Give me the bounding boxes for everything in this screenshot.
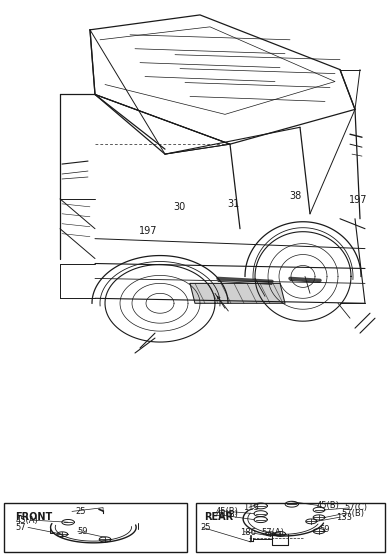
Text: 30: 30	[173, 202, 185, 213]
Text: 45(B): 45(B)	[216, 506, 239, 516]
Text: 45(B): 45(B)	[317, 501, 340, 510]
Text: 59: 59	[319, 525, 329, 534]
Text: 45(A): 45(A)	[16, 516, 38, 525]
Polygon shape	[190, 284, 285, 303]
Text: 186: 186	[240, 527, 256, 536]
Text: 45(B): 45(B)	[216, 510, 239, 519]
Text: 25: 25	[200, 523, 210, 532]
Text: 197: 197	[138, 225, 157, 236]
Text: 57: 57	[16, 524, 26, 532]
Text: 57(B): 57(B)	[342, 509, 364, 517]
Bar	[196, 504, 385, 552]
Text: REAR: REAR	[204, 512, 233, 522]
Text: 57(C): 57(C)	[344, 504, 367, 512]
Text: 197: 197	[349, 194, 367, 205]
Text: 57(A): 57(A)	[261, 527, 284, 536]
Text: 38: 38	[289, 191, 302, 201]
Text: 59: 59	[78, 527, 88, 536]
Text: 31: 31	[227, 198, 240, 209]
Bar	[4, 504, 187, 552]
Text: 133: 133	[336, 513, 352, 522]
Text: FRONT: FRONT	[16, 512, 53, 522]
Text: 25: 25	[76, 507, 86, 516]
Text: 113: 113	[243, 503, 259, 512]
